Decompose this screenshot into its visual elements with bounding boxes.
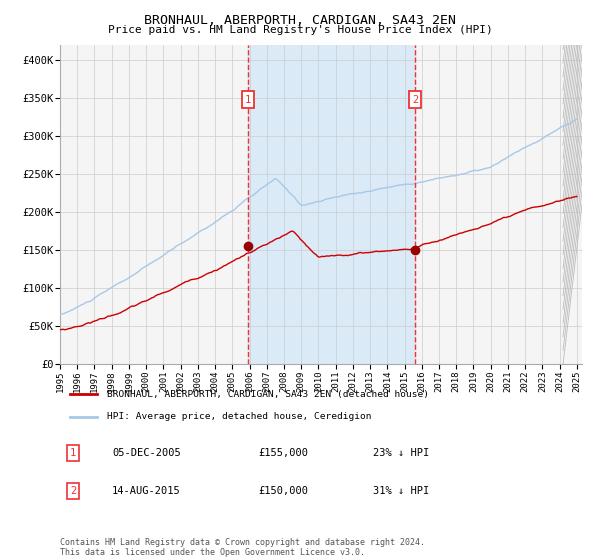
Text: 23% ↓ HPI: 23% ↓ HPI xyxy=(373,448,430,458)
Text: £155,000: £155,000 xyxy=(259,448,308,458)
Text: BRONHAUL, ABERPORTH, CARDIGAN, SA43 2EN: BRONHAUL, ABERPORTH, CARDIGAN, SA43 2EN xyxy=(144,14,456,27)
Text: 14-AUG-2015: 14-AUG-2015 xyxy=(112,487,181,496)
Text: 1: 1 xyxy=(245,95,251,105)
Bar xyxy=(248,45,415,364)
Text: BRONHAUL, ABERPORTH, CARDIGAN, SA43 2EN (detached house): BRONHAUL, ABERPORTH, CARDIGAN, SA43 2EN … xyxy=(107,390,429,399)
Text: HPI: Average price, detached house, Ceredigion: HPI: Average price, detached house, Cere… xyxy=(107,412,371,421)
Text: Price paid vs. HM Land Registry's House Price Index (HPI): Price paid vs. HM Land Registry's House … xyxy=(107,25,493,35)
Text: Contains HM Land Registry data © Crown copyright and database right 2024.
This d: Contains HM Land Registry data © Crown c… xyxy=(60,538,425,557)
Text: 1: 1 xyxy=(70,448,76,458)
Text: 05-DEC-2005: 05-DEC-2005 xyxy=(112,448,181,458)
Text: 31% ↓ HPI: 31% ↓ HPI xyxy=(373,487,430,496)
Text: £150,000: £150,000 xyxy=(259,487,308,496)
Text: 2: 2 xyxy=(412,95,418,105)
Text: 2: 2 xyxy=(70,487,76,496)
